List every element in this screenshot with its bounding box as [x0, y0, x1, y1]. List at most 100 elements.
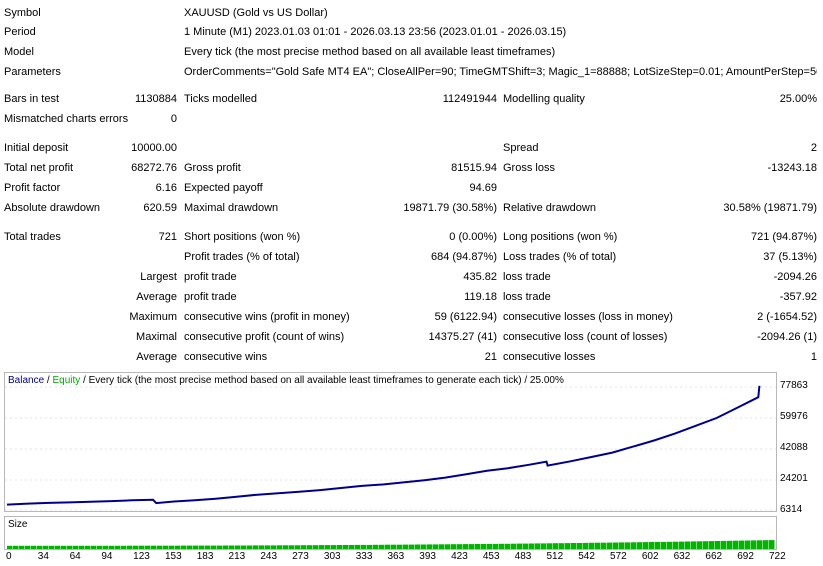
size-bar [175, 545, 181, 549]
average-consec-prefix: Average [136, 351, 177, 363]
total-net-profit-label: Total net profit [4, 162, 74, 174]
size-bar [607, 542, 613, 549]
x-tick-label: 183 [196, 551, 214, 562]
size-bar [271, 545, 277, 549]
total-trades-value: 721 [158, 231, 177, 243]
size-bar [277, 545, 283, 549]
balance-series-line [6, 385, 761, 506]
size-bar [163, 545, 169, 549]
size-bar [115, 545, 121, 549]
ticks-modelled-label: Ticks modelled [184, 93, 257, 105]
size-chart-svg [7, 540, 775, 549]
size-bar [79, 545, 85, 549]
size-bar [313, 545, 319, 549]
size-bar [655, 541, 661, 549]
size-bar [385, 544, 391, 549]
x-tick-label: 512 [546, 551, 564, 562]
long-positions-value: 721 (94.87%) [750, 231, 817, 243]
model-value: Every tick (the most precise method base… [184, 46, 556, 58]
size-bar [97, 545, 103, 549]
largest-profit-label: profit trade [184, 271, 237, 283]
period-label: Period [4, 26, 36, 38]
size-bar [109, 545, 115, 549]
size-bar [379, 544, 385, 549]
size-bar [751, 540, 757, 549]
size-bar [403, 544, 409, 549]
size-bar [331, 545, 337, 549]
x-tick-label: 483 [514, 551, 532, 562]
initial-deposit-label: Initial deposit [4, 142, 69, 154]
x-tick-label: 243 [260, 551, 278, 562]
size-chart: Size [4, 516, 777, 550]
size-bar [715, 541, 721, 549]
x-tick-label: 333 [355, 551, 373, 562]
size-bar [769, 540, 775, 549]
chart-legend-equity: Equity [52, 375, 81, 386]
size-bar [763, 540, 769, 549]
size-bar [643, 542, 649, 549]
x-tick-label: 423 [451, 551, 468, 562]
initial-deposit-value: 10000.00 [131, 142, 177, 154]
size-bar [571, 543, 577, 549]
size-bar [721, 540, 727, 549]
maximum-loss-value: 2 (-1654.52) [757, 311, 817, 323]
size-bar [601, 542, 607, 549]
average-profit-label: profit trade [184, 291, 237, 303]
maximal-drawdown-value: 19871.79 (30.58%) [403, 202, 497, 214]
total-net-profit-value: 68272.76 [131, 162, 177, 174]
size-bar [49, 545, 55, 549]
size-bar [727, 540, 733, 549]
size-bar [739, 540, 745, 549]
absolute-drawdown-label: Absolute drawdown [4, 202, 101, 214]
size-bar [205, 545, 211, 549]
size-bar [247, 545, 253, 549]
short-positions-label: Short positions (won %) [184, 231, 301, 243]
x-tick-label: 662 [705, 551, 723, 562]
x-tick-label: 64 [69, 551, 81, 562]
profit-trades-label: Profit trades (% of total) [184, 251, 300, 263]
average-consec-loss-label: consecutive losses [503, 351, 596, 363]
maximum-prefix: Maximum [129, 311, 177, 323]
symbol-value: XAUUSD (Gold vs US Dollar) [184, 7, 328, 19]
y-tick-label: 24201 [780, 473, 808, 484]
size-bar [733, 540, 739, 549]
x-tick-label: 273 [292, 551, 309, 562]
size-bar [343, 545, 349, 549]
gross-loss-value: -13243.18 [767, 162, 817, 174]
size-bar [19, 545, 25, 549]
size-bar [223, 545, 229, 549]
profit-factor-value: 6.16 [155, 182, 177, 194]
size-bar [367, 544, 373, 549]
y-tick-label: 77863 [780, 380, 808, 391]
size-bar [307, 545, 313, 549]
average-consec-profit-value: 21 [484, 351, 497, 363]
mismatched-errors-value: 0 [170, 113, 177, 125]
loss-trades-value: 37 (5.13%) [763, 251, 817, 263]
total-trades-label: Total trades [4, 231, 61, 243]
average-profit-value: 119.18 [464, 291, 497, 303]
size-bar [703, 541, 709, 549]
maximal-profit-value: 14375.27 (41) [428, 331, 498, 343]
largest-profit-value: 435.82 [463, 271, 497, 283]
size-bar [547, 543, 553, 549]
size-bar [757, 540, 763, 549]
size-bar [187, 545, 193, 549]
mismatched-errors-label: Mismatched charts errors [4, 113, 129, 125]
x-tick-label: 0 [6, 551, 12, 562]
size-bar [619, 542, 625, 549]
x-tick-label: 363 [387, 551, 405, 562]
size-bar [199, 545, 205, 549]
size-bar [73, 545, 79, 549]
size-bar [373, 544, 379, 549]
size-bar [229, 545, 235, 549]
x-tick-label: 303 [323, 551, 341, 562]
size-bar [709, 541, 715, 549]
size-bar [7, 545, 13, 549]
largest-loss-value: -2094.26 [773, 271, 817, 283]
size-bar [661, 541, 667, 549]
size-bar [625, 542, 631, 549]
x-tick-label: 153 [164, 551, 182, 562]
absolute-drawdown-value: 620.59 [143, 202, 177, 214]
gross-loss-label: Gross loss [503, 162, 555, 174]
chart-legend-sep: / [44, 375, 53, 386]
